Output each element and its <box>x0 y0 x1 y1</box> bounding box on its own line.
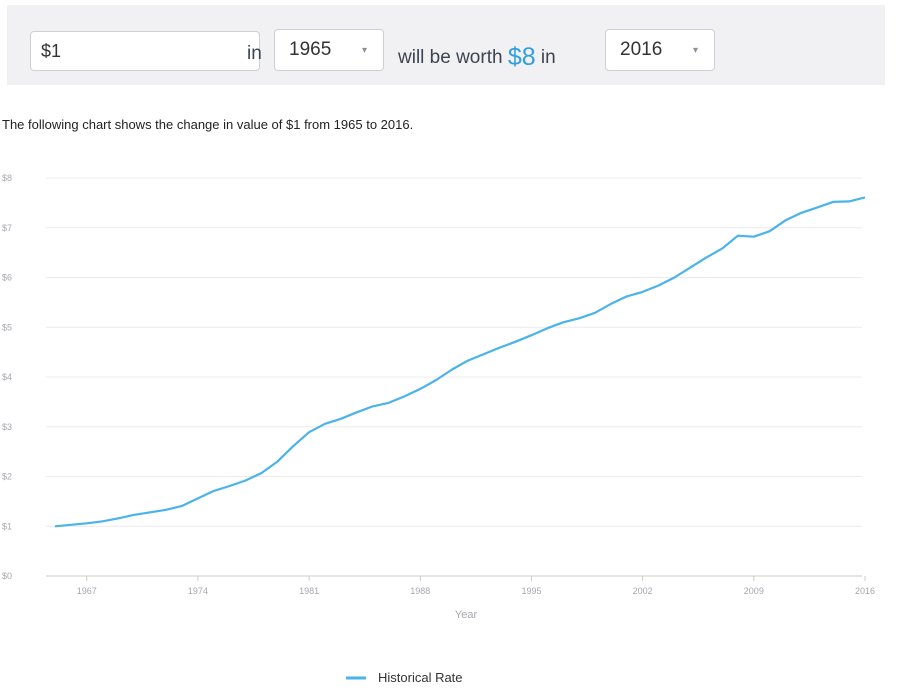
x-tick-label: 1988 <box>410 586 430 596</box>
chevron-down-icon: ▾ <box>361 45 367 56</box>
y-tick-labels: $0 $1 $2 $3 $4 $5 $6 $7 $8 <box>2 173 12 581</box>
grid-layer <box>46 177 862 577</box>
end-year-value: 2016 <box>620 39 663 60</box>
y-tick-label: $0 <box>2 571 12 581</box>
chart-caption: The following chart shows the change in … <box>2 117 414 132</box>
x-tick-label: 1974 <box>188 586 208 596</box>
line-chart: $0 $1 $2 $3 $4 $5 $6 $7 $8 1967 1974 1981 1988 1995 2… <box>2 173 875 685</box>
series-layer <box>54 196 866 528</box>
y-tick-label: $6 <box>2 273 12 283</box>
y-tick-label: $2 <box>2 472 12 482</box>
worth-value: $8 <box>507 43 536 71</box>
x-tick-labels: 1967 1974 1981 1988 1995 2002 2009 2016 <box>77 576 875 596</box>
start-year-select[interactable]: 1965 ▾ <box>274 29 384 71</box>
legend-label: Historical Rate <box>378 670 463 685</box>
amount-input[interactable] <box>30 31 260 71</box>
series-line <box>54 196 866 528</box>
end-year-select[interactable]: 2016 ▾ <box>605 29 715 71</box>
in-label-1: in <box>247 43 262 64</box>
y-tick-label: $5 <box>2 322 12 332</box>
chevron-down-icon: ▾ <box>692 45 698 56</box>
in-label-2: in <box>540 47 556 68</box>
x-tick-label: 1967 <box>77 586 97 596</box>
worth-prefix: will be worth <box>398 47 503 68</box>
worth-label: will be worth $8 in <box>398 41 556 71</box>
x-tick-label: 2009 <box>744 586 764 596</box>
y-tick-label: $7 <box>2 223 12 233</box>
x-tick-label: 2002 <box>633 586 653 596</box>
y-tick-label: $1 <box>2 521 12 531</box>
y-tick-label: $3 <box>2 422 12 432</box>
y-tick-label: $8 <box>2 173 12 183</box>
x-tick-label: 2016 <box>855 586 875 596</box>
x-tick-label: 1981 <box>299 586 319 596</box>
legend: Historical Rate <box>346 670 463 685</box>
start-year-value: 1965 <box>289 39 332 60</box>
x-tick-label: 1995 <box>521 586 541 596</box>
x-axis-title: Year <box>455 609 478 621</box>
y-tick-label: $4 <box>2 372 12 382</box>
